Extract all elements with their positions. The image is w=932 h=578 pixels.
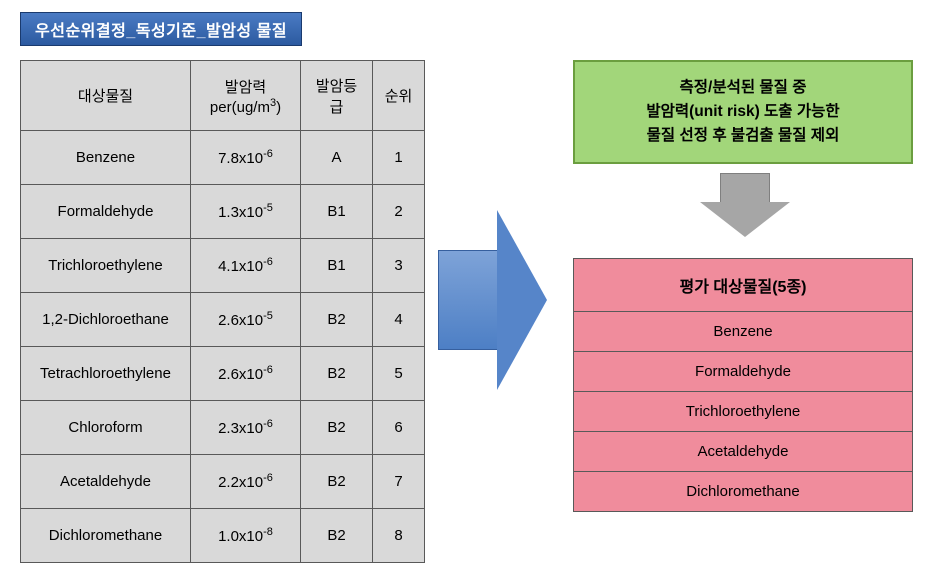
criteria-line2: 발암력(unit risk) 도출 가능한 [646,103,839,120]
arrow-right-icon [438,210,548,390]
cell-substance: Chloroform [21,401,191,455]
table-row: Chloroform2.3x10-6B26 [21,401,425,455]
cell-substance: Dichloromethane [21,509,191,563]
pink-row: Trichloroethylene [574,392,913,432]
th-rank: 순위 [373,61,425,131]
cell-carc-power: 2.6x10-6 [191,347,301,401]
table-row: Formaldehyde1.3x10-5B12 [21,185,425,239]
cell-rank: 7 [373,455,425,509]
table-row: Dichloromethane1.0x10-8B28 [21,509,425,563]
cell-grade: B2 [301,347,373,401]
cell-substance: Acetaldehyde [21,455,191,509]
pink-row: Dichloromethane [574,472,913,512]
criteria-line1: 측정/분석된 물질 중 [680,79,807,96]
cell-rank: 3 [373,239,425,293]
cell-substance: Trichloroethylene [21,239,191,293]
cell-carc-power: 2.2x10-6 [191,455,301,509]
cell-substance: Formaldehyde [21,185,191,239]
cell-rank: 8 [373,509,425,563]
th-carcinogenic-power: 발암력 per(ug/m3) [191,61,301,131]
table-row: 1,2-Dichloroethane2.6x10-5B24 [21,293,425,347]
th-carc-label: 발암력 [225,79,266,96]
cell-rank: 4 [373,293,425,347]
cell-grade: B1 [301,185,373,239]
cell-rank: 1 [373,131,425,185]
th-carc-unit: per(ug/m3) [210,99,281,116]
pink-cell: Acetaldehyde [574,432,913,472]
table-row: Tetrachloroethylene2.6x10-6B25 [21,347,425,401]
table-header-row: 대상물질 발암력 per(ug/m3) 발암등급 순위 [21,61,425,131]
cell-grade: B2 [301,455,373,509]
table-row: Acetaldehyde2.2x10-6B27 [21,455,425,509]
page-title: 우선순위결정_독성기준_발암성 물질 [20,12,302,46]
pink-cell: Benzene [574,312,913,352]
cell-carc-power: 2.6x10-5 [191,293,301,347]
cell-substance: 1,2-Dichloroethane [21,293,191,347]
criteria-line3: 물질 선정 후 불검출 물질 제외 [647,127,840,144]
pink-header-row: 평가 대상물질(5종) [574,259,913,312]
cell-substance: Tetrachloroethylene [21,347,191,401]
down-arrow-shaft [720,173,770,203]
cell-grade: B2 [301,401,373,455]
cell-grade: B2 [301,293,373,347]
substance-table: 대상물질 발암력 per(ug/m3) 발암등급 순위 Benzene7.8x1… [20,60,425,563]
th-grade: 발암등급 [301,61,373,131]
cell-grade: B1 [301,239,373,293]
cell-rank: 5 [373,347,425,401]
arrow-head-overlay [497,212,545,388]
cell-carc-power: 2.3x10-6 [191,401,301,455]
cell-carc-power: 4.1x10-6 [191,239,301,293]
down-arrow-head [700,202,790,237]
cell-rank: 6 [373,401,425,455]
pink-cell: Trichloroethylene [574,392,913,432]
pink-th: 평가 대상물질(5종) [574,259,913,312]
evaluation-target-table: 평가 대상물질(5종) BenzeneFormaldehydeTrichloro… [573,258,913,512]
cell-substance: Benzene [21,131,191,185]
cell-carc-power: 7.8x10-6 [191,131,301,185]
th-substance: 대상물질 [21,61,191,131]
arrow-shaft [438,250,498,350]
pink-cell: Dichloromethane [574,472,913,512]
arrow-down-icon [700,173,790,243]
table-row: Trichloroethylene4.1x10-6B13 [21,239,425,293]
pink-cell: Formaldehyde [574,352,913,392]
table-row: Benzene7.8x10-6A1 [21,131,425,185]
pink-row: Acetaldehyde [574,432,913,472]
cell-grade: B2 [301,509,373,563]
cell-grade: A [301,131,373,185]
selection-criteria-box: 측정/분석된 물질 중 발암력(unit risk) 도출 가능한 물질 선정 … [573,60,913,164]
cell-carc-power: 1.3x10-5 [191,185,301,239]
cell-carc-power: 1.0x10-8 [191,509,301,563]
cell-rank: 2 [373,185,425,239]
pink-row: Benzene [574,312,913,352]
pink-row: Formaldehyde [574,352,913,392]
